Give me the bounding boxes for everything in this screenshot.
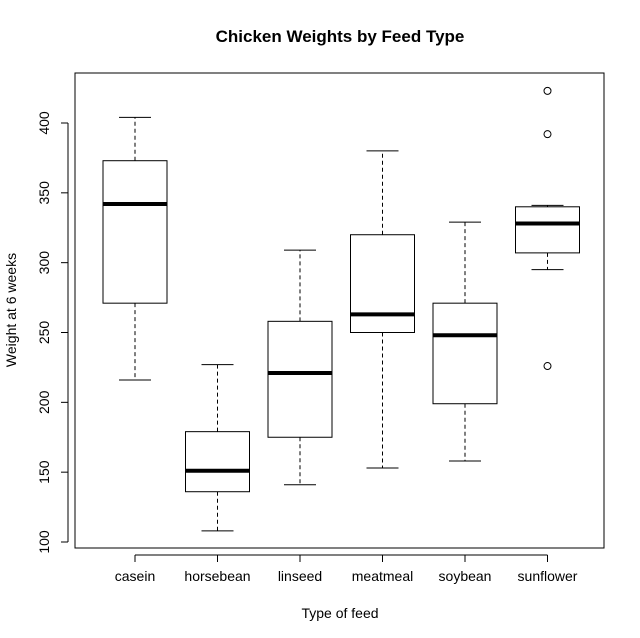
box-linseed — [267, 320, 333, 438]
box-meatmeal — [350, 234, 415, 334]
outlier-sunflower-2 — [543, 362, 552, 371]
chart-title: Chicken Weights by Feed Type — [216, 27, 465, 46]
y-tick-label-1: 150 — [36, 460, 52, 484]
box-soybean — [432, 302, 498, 405]
x-tick-label-meatmeal: meatmeal — [352, 568, 413, 584]
x-axis-label: Type of feed — [301, 605, 378, 621]
x-axis: casein horsebean linseed meatmeal soybean sun… — [115, 554, 578, 584]
boxes — [102, 86, 580, 532]
x-tick-label-soybean: soybean — [439, 568, 492, 584]
x-tick-label-horsebean: horsebean — [184, 568, 250, 584]
y-tick-label-3: 250 — [36, 321, 52, 345]
y-tick-label-5: 350 — [36, 181, 52, 205]
x-tick-label-sunflower: sunflower — [518, 568, 578, 584]
box-group-sunflower — [515, 86, 580, 371]
box-horsebean — [185, 431, 250, 493]
y-axis-label: Weight at 6 weeks — [3, 253, 19, 367]
outlier-sunflower-0 — [543, 86, 552, 95]
box-sunflower — [515, 206, 580, 254]
box-group-casein — [102, 116, 168, 381]
y-tick-label-2: 200 — [36, 390, 52, 414]
box-group-soybean — [432, 221, 498, 462]
x-tick-label-linseed: linseed — [278, 568, 322, 584]
outlier-sunflower-1 — [543, 130, 552, 139]
x-tick-label-casein: casein — [115, 568, 155, 584]
y-tick-label-6: 400 — [36, 111, 52, 135]
y-axis: 100 150 200 250 300 350 400 — [36, 111, 69, 554]
box-group-horsebean — [185, 364, 250, 532]
plot-area-frame — [74, 72, 605, 549]
y-tick-label-0: 100 — [36, 530, 52, 554]
box-group-linseed — [267, 249, 333, 486]
y-tick-label-4: 300 — [36, 251, 52, 275]
box-casein — [102, 160, 168, 304]
box-group-meatmeal — [350, 150, 415, 469]
